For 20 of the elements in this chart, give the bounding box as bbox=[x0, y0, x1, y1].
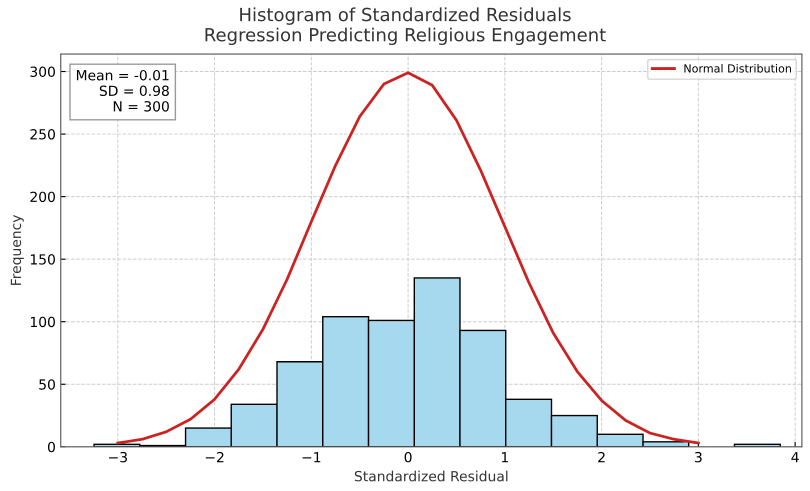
x-tick-label: 4 bbox=[791, 452, 799, 462]
y-tick-label: 50 bbox=[39, 379, 55, 390]
x-tick-label: 1 bbox=[502, 452, 508, 462]
y-tick-label: 250 bbox=[30, 129, 55, 140]
x-tick-label: 3 bbox=[695, 452, 702, 462]
y-tick-label: 200 bbox=[30, 192, 55, 202]
x-tick-label: 2 bbox=[598, 452, 605, 462]
y-tick-label: 0 bbox=[48, 442, 55, 452]
x-tick-label: 0 bbox=[404, 452, 412, 462]
legend-label: Normal Distribution bbox=[684, 64, 791, 73]
x-tick-label: −1 bbox=[302, 452, 320, 462]
y-tick-label: 100 bbox=[30, 316, 55, 328]
y-tick-label: 300 bbox=[30, 66, 55, 77]
annotation: Mean = -0.01 SD = 0.98 N = 300 bbox=[76, 70, 169, 112]
x-tick-label: −2 bbox=[206, 452, 224, 462]
x-tick-label: −3 bbox=[109, 452, 127, 462]
y-axis-title: Frequency bbox=[10, 214, 24, 285]
x-axis-title: Standardized Residual bbox=[354, 470, 508, 482]
y-tick-label: 150 bbox=[30, 254, 55, 265]
chart-title: Histogram of Standardized Residuals Regression Predicting Religious Engagement bbox=[206, 7, 606, 46]
